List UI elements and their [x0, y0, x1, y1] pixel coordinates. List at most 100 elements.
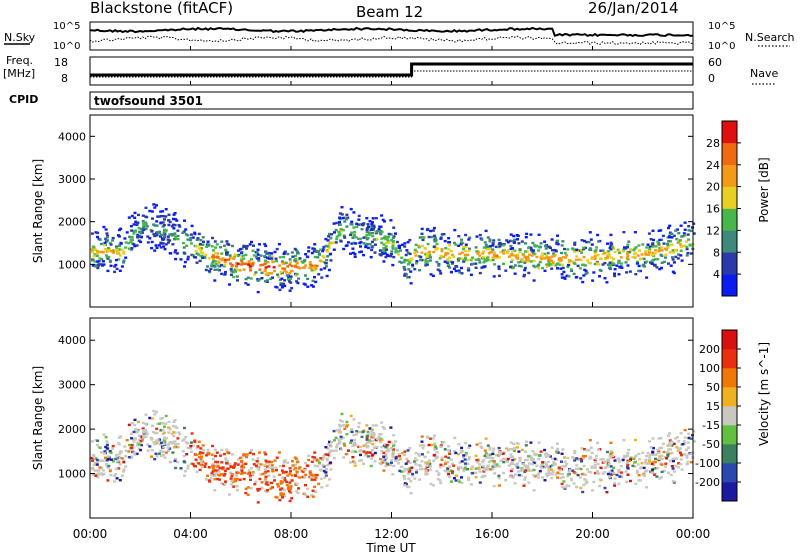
power-cell [290, 251, 294, 254]
velocity-cell [313, 478, 317, 481]
power-cell [231, 244, 234, 248]
velocity-cell [660, 446, 664, 450]
velocity-cell [259, 463, 263, 466]
velocity-cell [228, 471, 232, 474]
velocity-cell [116, 459, 120, 463]
velocity-cell [90, 440, 94, 443]
velocity-cell [588, 439, 592, 442]
colorbar-tick-label: -200 [695, 476, 720, 489]
power-cell [590, 257, 594, 260]
velocity-cell [152, 430, 156, 434]
y-tick-label: 4000 [58, 130, 86, 143]
velocity-cell [563, 456, 566, 459]
velocity-cell [556, 442, 559, 445]
velocity-cell [183, 470, 187, 473]
power-cell [520, 240, 524, 243]
power-cell [339, 240, 343, 243]
power-cell [106, 269, 110, 273]
power-cell [612, 262, 616, 265]
power-cell [424, 258, 428, 262]
velocity-cell [183, 426, 186, 430]
velocity-cell [197, 455, 201, 459]
power-cell [183, 265, 186, 268]
velocity-cell [468, 444, 472, 447]
power-cell [681, 235, 685, 238]
power-cell [161, 210, 165, 213]
power-cell [576, 264, 580, 268]
velocity-cell [184, 436, 188, 439]
power-cell [236, 254, 240, 258]
velocity-cell [556, 447, 560, 451]
velocity-cell [505, 447, 509, 450]
velocity-cell [668, 459, 672, 462]
velocity-cell [501, 452, 505, 455]
velocity-cell [184, 441, 188, 444]
velocity-cell [671, 457, 675, 461]
power-cell [365, 230, 369, 234]
velocity-cell [597, 448, 601, 451]
power-cell [112, 251, 115, 254]
velocity-cell [264, 468, 268, 471]
power-cell [613, 250, 617, 254]
velocity-cell [288, 467, 292, 470]
power-cell [487, 252, 491, 255]
power-heatmap [90, 203, 696, 294]
velocity-cell [119, 450, 123, 453]
power-cell [622, 248, 626, 252]
velocity-cell [312, 476, 316, 479]
velocity-cell [425, 472, 429, 475]
y-tick-label: 1000 [58, 258, 86, 271]
power-cell [229, 273, 233, 276]
velocity-cell [306, 464, 310, 468]
velocity-cell [214, 454, 217, 458]
velocity-cell [476, 461, 480, 464]
power-cell [155, 234, 159, 237]
velocity-cell [394, 455, 398, 459]
velocity-cell [349, 441, 353, 444]
power-cell [392, 235, 396, 238]
power-cell [203, 256, 207, 259]
velocity-cell [321, 463, 325, 467]
velocity-cell [651, 451, 655, 454]
power-cell [599, 249, 603, 252]
power-cell [513, 272, 517, 275]
power-cell [168, 233, 172, 236]
velocity-cell [547, 471, 551, 475]
power-cell [505, 239, 509, 242]
velocity-cell [547, 454, 551, 457]
power-cell [325, 249, 329, 252]
velocity-cell [243, 453, 247, 456]
velocity-cell [172, 425, 175, 428]
velocity-cell [442, 440, 446, 444]
velocity-cell [638, 479, 642, 482]
velocity-cell [593, 460, 597, 464]
power-cell [118, 254, 122, 257]
power-cell [329, 259, 333, 262]
velocity-cell [671, 467, 675, 470]
velocity-cell [90, 456, 94, 460]
power-cell [142, 228, 146, 231]
velocity-cell [117, 467, 121, 470]
velocity-cell [656, 448, 660, 452]
power-cell [183, 260, 187, 264]
power-cell [619, 256, 623, 259]
velocity-cell [249, 478, 252, 481]
velocity-cell [381, 426, 385, 429]
power-cell [403, 268, 407, 271]
velocity-cell [475, 459, 479, 462]
velocity-cell [141, 421, 145, 425]
velocity-cell [439, 481, 443, 485]
power-cell [351, 251, 355, 255]
velocity-cell [426, 435, 430, 438]
power-cell [301, 266, 305, 269]
power-cell [387, 241, 391, 244]
velocity-cell [532, 489, 536, 492]
power-cell [418, 269, 422, 272]
power-cell [415, 260, 419, 263]
power-cell [425, 253, 429, 256]
power-cell [282, 282, 285, 285]
velocity-cell [316, 465, 320, 468]
velocity-cell [115, 454, 119, 458]
power-cell [432, 226, 436, 230]
velocity-cell [338, 428, 341, 431]
